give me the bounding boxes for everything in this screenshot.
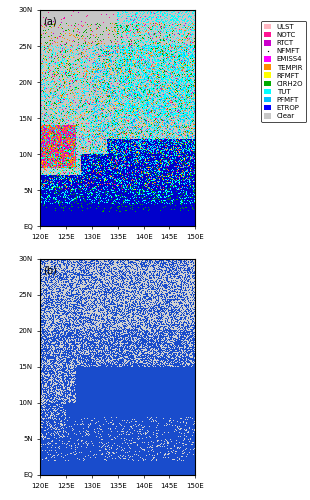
Text: (a): (a) [43, 16, 57, 26]
Legend: ULST, NOTC, RTCT, NFMFT, EMISS4, TEMPIR, RFMFT, CIRH2O, TUT, PFMFT, ETROP, Clear: ULST, NOTC, RTCT, NFMFT, EMISS4, TEMPIR,… [261, 21, 306, 122]
Text: (b): (b) [43, 265, 57, 275]
